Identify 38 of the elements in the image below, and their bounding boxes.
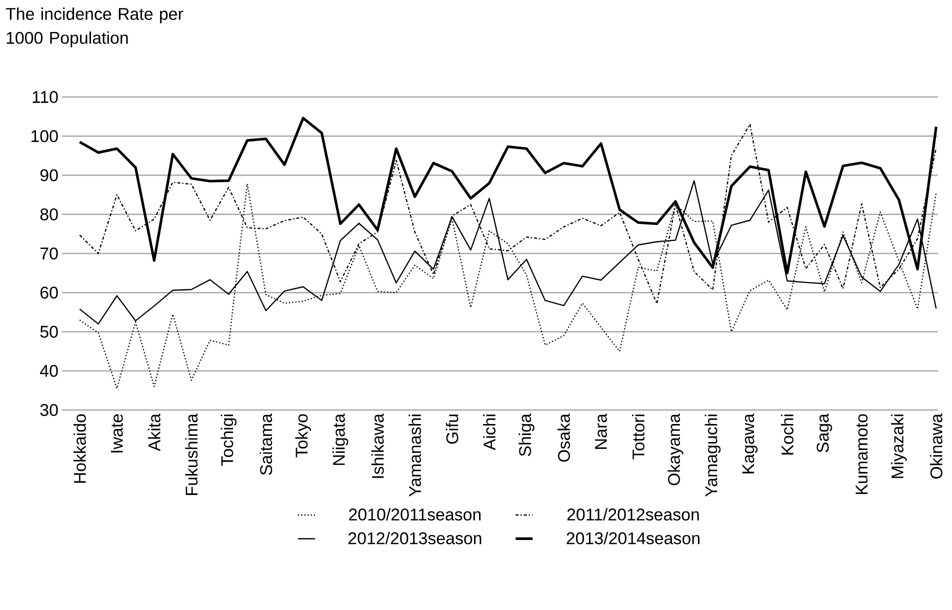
y-tick-label: 50 xyxy=(40,326,58,338)
x-tick-label: Yamaguchi xyxy=(704,414,721,497)
y-tick-label: 100 xyxy=(32,130,58,142)
x-tick-label: Niigata xyxy=(332,414,348,465)
x-tick-label: Iwate xyxy=(111,414,123,452)
x-tick-label: Okinawa xyxy=(930,414,942,479)
x-tick-label: Osaka xyxy=(558,414,570,462)
x-tick-label: Shiga xyxy=(518,414,534,456)
y-tick-label: 30 xyxy=(40,404,58,416)
x-tick-label: Akita xyxy=(148,414,160,452)
legend-label: 2011/2012season xyxy=(567,508,699,521)
x-tick-label: Tottori xyxy=(632,414,644,460)
y-tick-label: 60 xyxy=(40,286,58,299)
x-tick-label: Hokkaido xyxy=(73,414,86,483)
y-axis-title: The incidence Rate per 1000 Population xyxy=(6,8,184,48)
x-tick-label: Kochi xyxy=(780,414,794,454)
x-tick-label: Aichi xyxy=(483,414,496,450)
x-tick-label: Miyazaki xyxy=(891,414,907,478)
legend-label: 2010/2011season xyxy=(349,508,481,521)
y-tick-label: 40 xyxy=(40,364,58,377)
legend-label: 2013/2014season xyxy=(566,532,700,544)
y-tick-label: 110 xyxy=(32,91,58,103)
x-tick-label: Gifu xyxy=(446,414,458,444)
x-tick-label: Saitama xyxy=(260,414,272,475)
x-tick-label: Tochigi xyxy=(220,414,237,466)
x-tick-label: Yamanashi xyxy=(408,414,422,497)
y-tick-label: 70 xyxy=(40,248,58,260)
legend-label: 2012/2013season xyxy=(348,532,482,544)
y-tick-label: 80 xyxy=(40,208,58,220)
x-tick-label: Saga xyxy=(816,414,832,452)
x-tick-label: Okayama xyxy=(668,414,684,486)
x-tick-label: Nara xyxy=(595,414,607,449)
y-tick-label: 90 xyxy=(40,169,58,182)
x-tick-label: Kagawa xyxy=(742,414,758,474)
x-tick-label: Tokyo xyxy=(295,414,312,458)
x-tick-label: Ishikawa xyxy=(371,414,384,478)
x-tick-label: Kumamoto xyxy=(856,414,868,494)
x-tick-label: Fukushima xyxy=(185,414,198,495)
